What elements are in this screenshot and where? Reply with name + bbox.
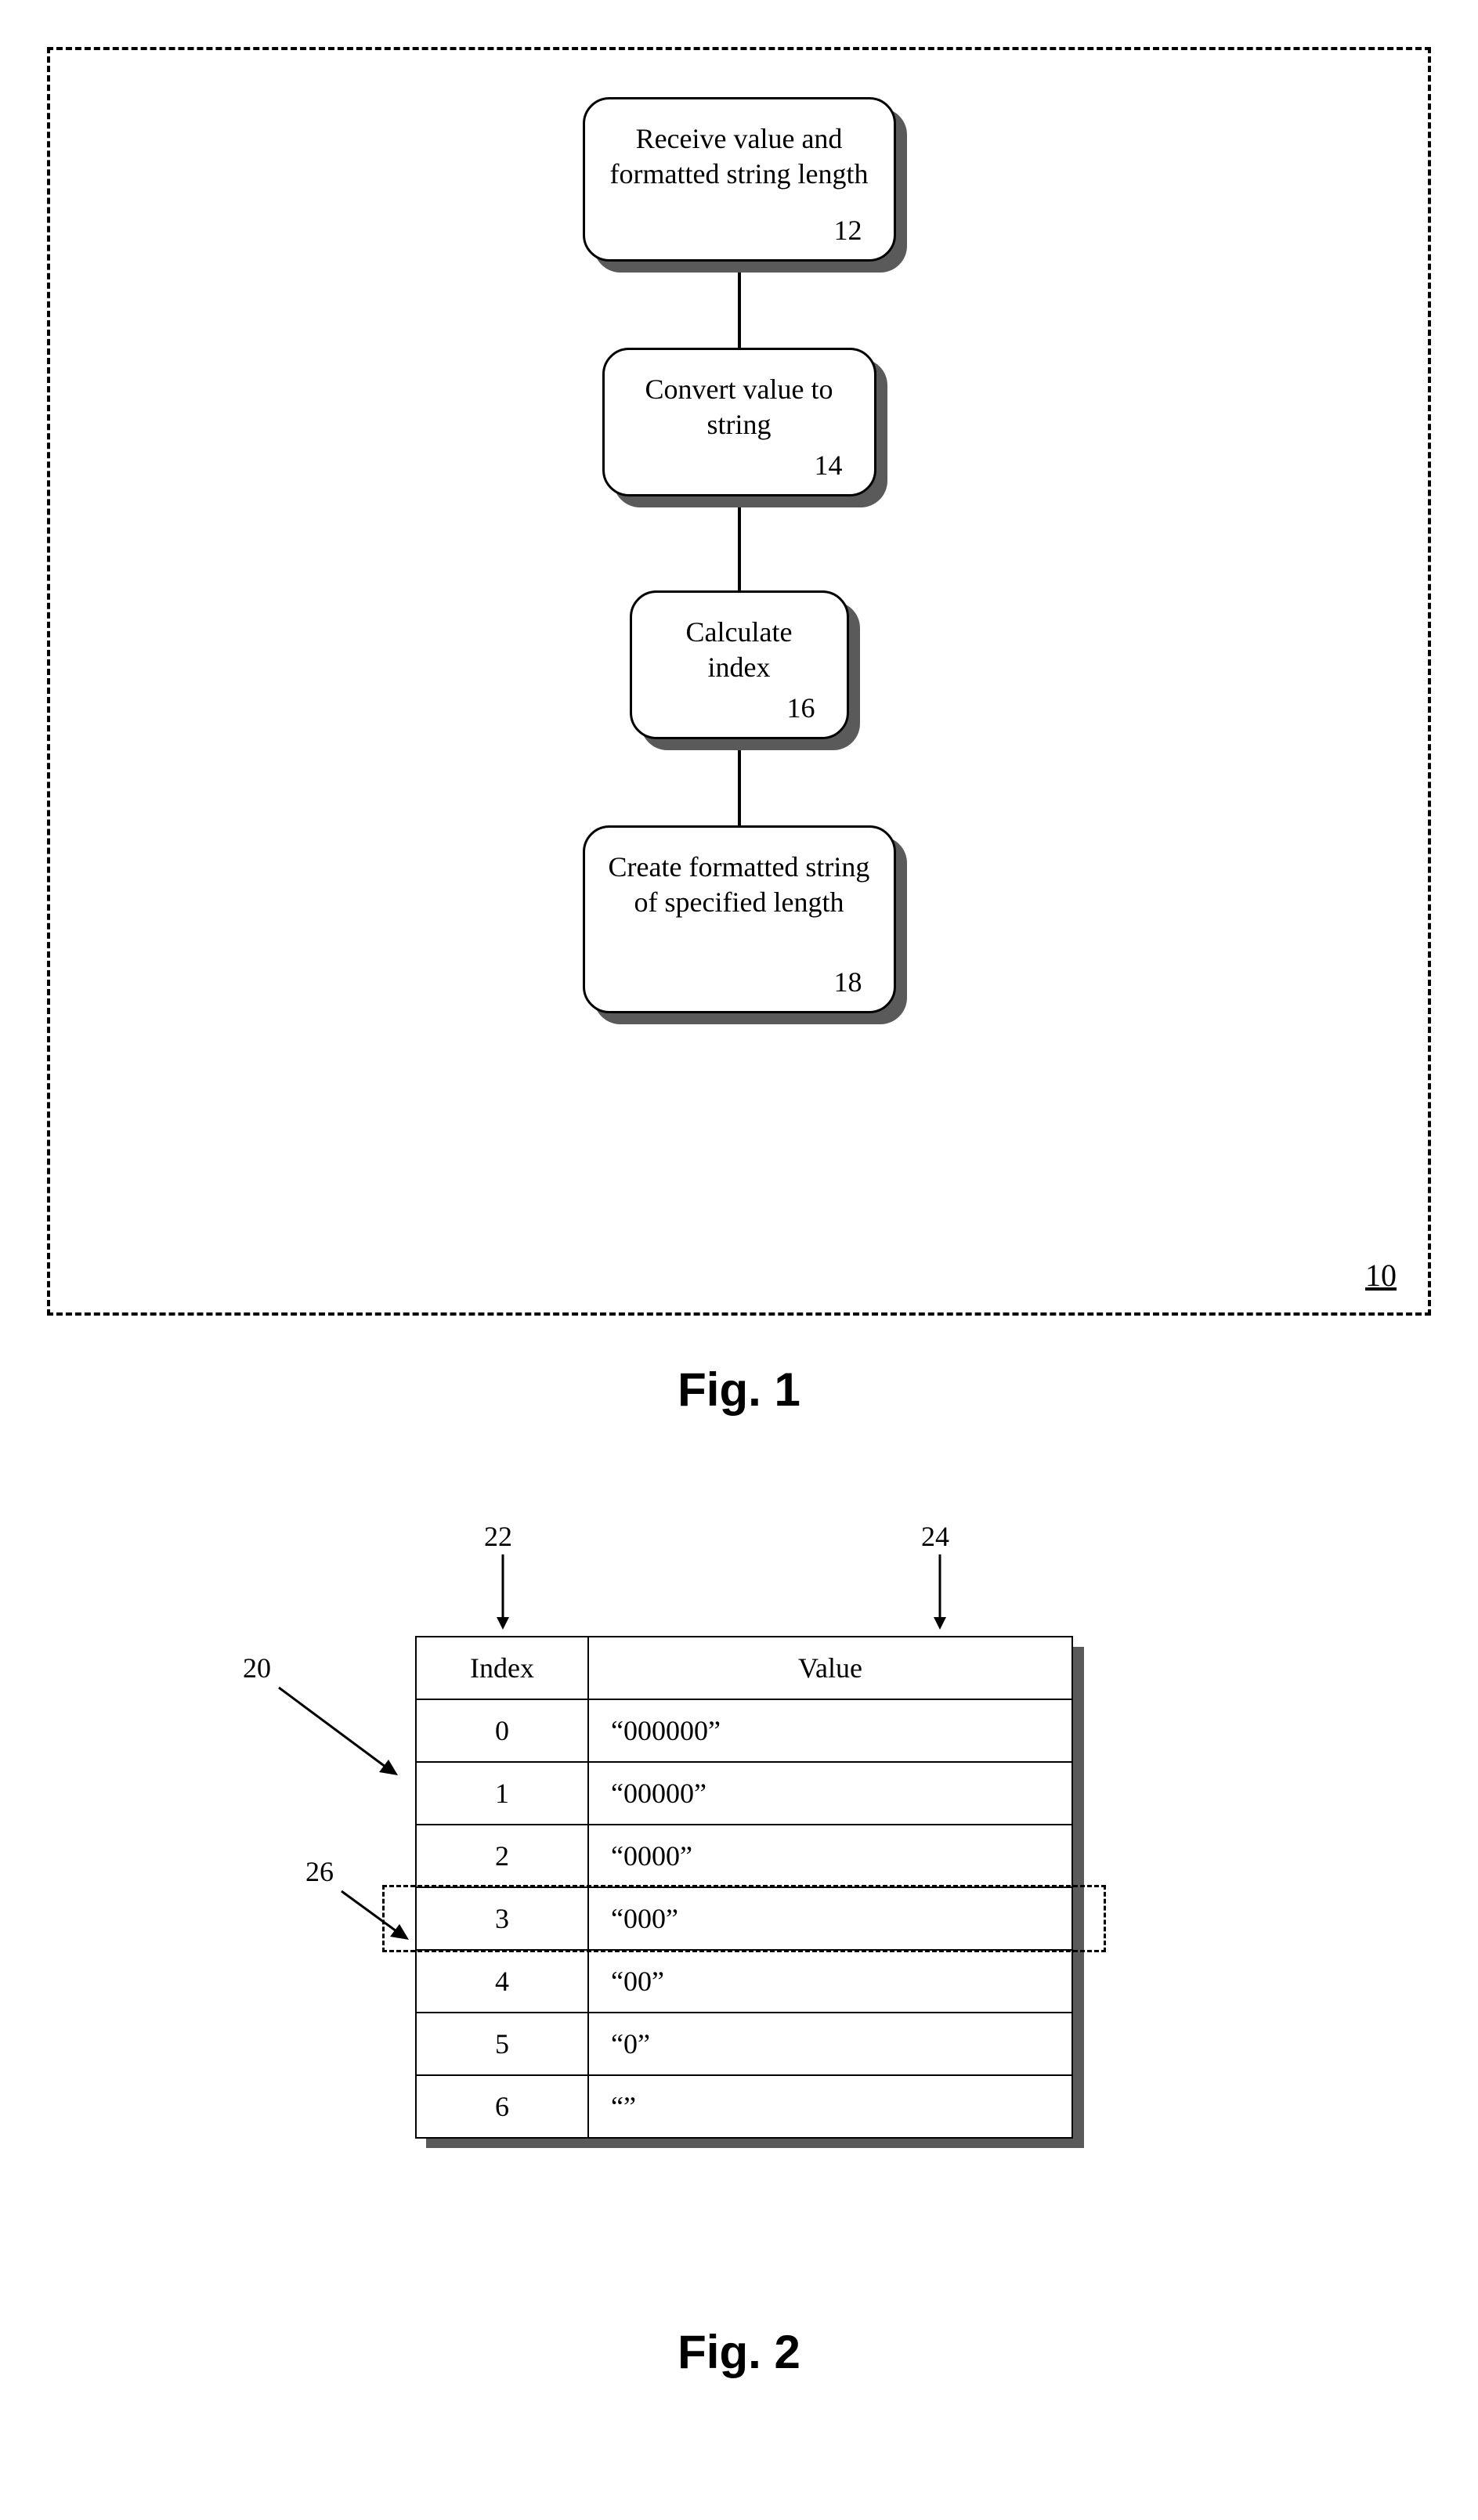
flow-node-12: Receive value and formatted string lengt…	[583, 97, 896, 262]
node-number: 18	[834, 965, 862, 1000]
node-box: Calculate index 16	[630, 590, 849, 739]
arrow-diag-icon	[274, 1683, 407, 1785]
fig2-container: 22 24 20 26 Index Value	[47, 1511, 1431, 2294]
callout-20-label: 20	[243, 1652, 271, 1684]
node-text: Create formatted string of specified len…	[609, 851, 870, 918]
arrow-down-icon	[932, 1554, 948, 1630]
fig1-dashed-frame: Receive value and formatted string lengt…	[47, 47, 1431, 1316]
arrow-diag-icon	[337, 1886, 415, 1949]
col-header-index: Index	[416, 1637, 588, 1699]
arrow-down-icon	[495, 1554, 511, 1630]
cell-value: “0”	[588, 2013, 1072, 2075]
connector	[738, 262, 741, 348]
flowchart: Receive value and formatted string lengt…	[559, 97, 920, 1013]
cell-index: 6	[416, 2075, 588, 2138]
cell-index: 3	[416, 1887, 588, 1950]
flow-node-16: Calculate index 16	[630, 590, 849, 739]
cell-value: “00”	[588, 1950, 1072, 2013]
callout-26-label: 26	[305, 1855, 334, 1888]
fig1-frame-label: 10	[1365, 1257, 1397, 1294]
fig2-caption: Fig. 2	[47, 2325, 1431, 2379]
col-header-value: Value	[588, 1637, 1072, 1699]
table-row: 4 “00”	[416, 1950, 1072, 2013]
node-number: 14	[815, 448, 843, 483]
cell-value: “000000”	[588, 1699, 1072, 1762]
node-number: 16	[787, 691, 815, 726]
flow-node-18: Create formatted string of specified len…	[583, 825, 896, 1013]
table-wrap: Index Value 0 “000000” 1 “00000” 2 “0000…	[415, 1636, 1073, 2139]
node-text: Convert value to string	[645, 374, 833, 440]
cell-index: 1	[416, 1762, 588, 1825]
table-row: 2 “0000”	[416, 1825, 1072, 1887]
cell-index: 5	[416, 2013, 588, 2075]
node-number: 12	[834, 213, 862, 248]
flow-node-14: Convert value to string 14	[602, 348, 876, 496]
zero-pad-table: Index Value 0 “000000” 1 “00000” 2 “0000…	[415, 1636, 1073, 2139]
callout-24-label: 24	[921, 1520, 949, 1553]
cell-index: 4	[416, 1950, 588, 2013]
table-row: 6 “”	[416, 2075, 1072, 2138]
table-row: 5 “0”	[416, 2013, 1072, 2075]
cell-value: “000”	[588, 1887, 1072, 1950]
cell-index: 2	[416, 1825, 588, 1887]
node-text: Receive value and formatted string lengt…	[610, 123, 869, 190]
connector	[738, 739, 741, 825]
node-box: Convert value to string 14	[602, 348, 876, 496]
node-box: Create formatted string of specified len…	[583, 825, 896, 1013]
fig1-caption: Fig. 1	[47, 1363, 1431, 1417]
node-box: Receive value and formatted string lengt…	[583, 97, 896, 262]
table-row: 1 “00000”	[416, 1762, 1072, 1825]
node-text: Calculate index	[686, 616, 793, 683]
table-header-row: Index Value	[416, 1637, 1072, 1699]
cell-value: “0000”	[588, 1825, 1072, 1887]
cell-value: “00000”	[588, 1762, 1072, 1825]
callout-22-label: 22	[484, 1520, 512, 1553]
cell-value: “”	[588, 2075, 1072, 2138]
table-row: 3 “000”	[416, 1887, 1072, 1950]
cell-index: 0	[416, 1699, 588, 1762]
connector	[738, 496, 741, 590]
table-row: 0 “000000”	[416, 1699, 1072, 1762]
